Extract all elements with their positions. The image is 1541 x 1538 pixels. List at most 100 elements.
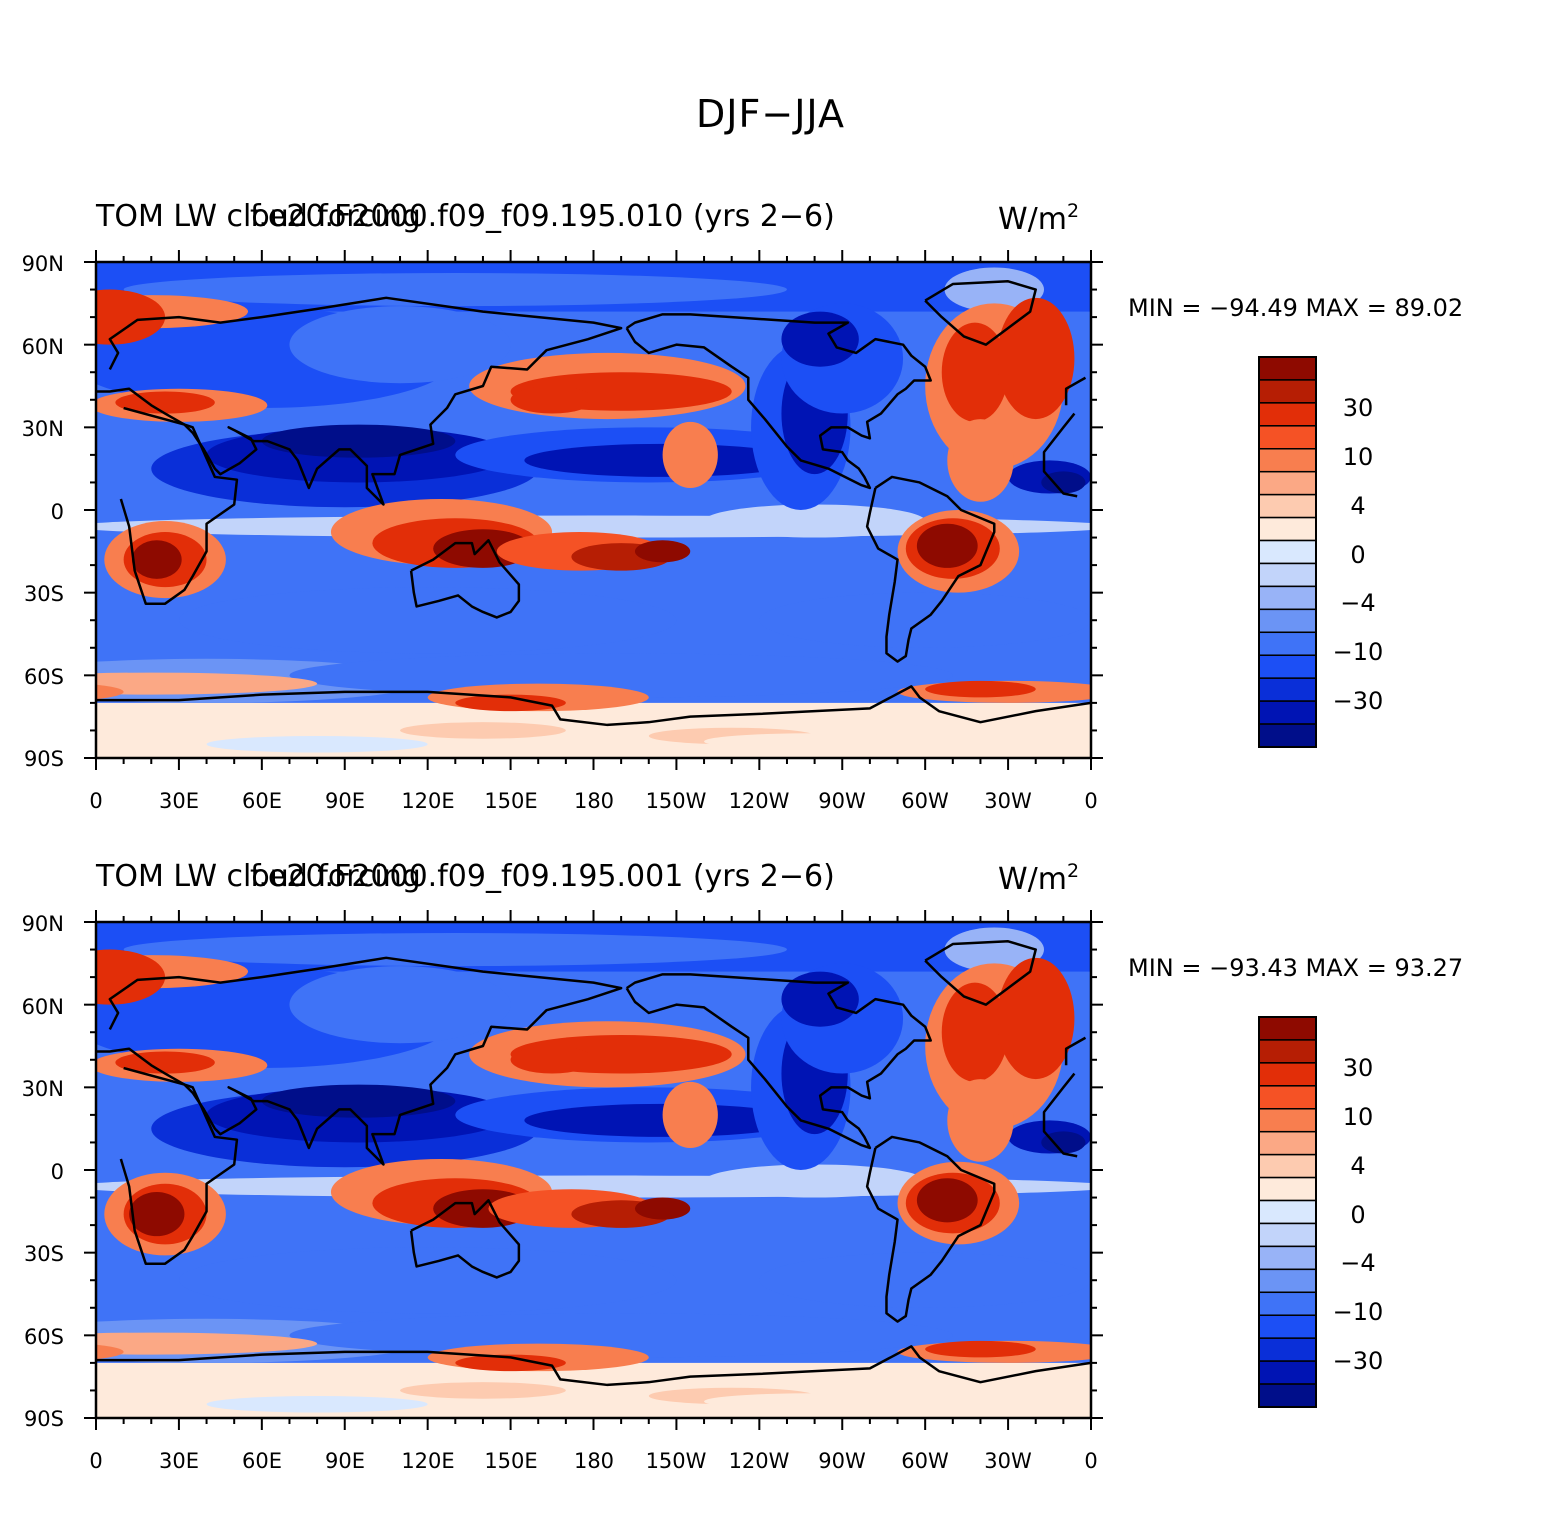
lat-tick-label: 90N <box>21 252 64 276</box>
contour-region <box>1041 471 1086 494</box>
case-label: f.e20.F2000.f09_f09.195.001 (yrs 2−6) <box>250 859 835 894</box>
contour-region <box>206 1395 428 1413</box>
lat-tick-label: 60N <box>21 335 64 359</box>
lon-tick-label: 120E <box>401 789 455 813</box>
colorbar-label: 10 <box>1342 443 1374 471</box>
contour-region <box>941 982 1009 1082</box>
colorbar-swatch <box>1258 1039 1317 1064</box>
lon-tick-label: 60W <box>901 1449 949 1473</box>
australia-coastline <box>409 1199 521 1279</box>
contour-region <box>455 1354 566 1372</box>
greenland-coastline <box>924 280 1037 346</box>
lon-tick-label: 120W <box>728 1449 790 1473</box>
units-label: W/m2 <box>998 200 1080 237</box>
colorbar-swatch <box>1258 425 1317 450</box>
contour-region <box>944 267 1045 312</box>
lon-tick-label: 60W <box>901 789 949 813</box>
lon-tick-label: 60E <box>242 1449 282 1473</box>
lat-tick-label: 60N <box>21 995 64 1019</box>
variable-label: TOM LW cloud forcing <box>96 199 421 234</box>
lon-tick-label: 0 <box>89 1449 103 1473</box>
lon-tick-label: 150W <box>645 1449 707 1473</box>
eurasia-coastline <box>1064 1036 1087 1066</box>
contour-region <box>96 289 166 345</box>
contour-region <box>206 735 428 753</box>
contour-region <box>123 933 787 967</box>
colorbar <box>1258 1016 1317 1408</box>
colorbar-label: 10 <box>1342 1103 1374 1131</box>
contour-region <box>997 297 1075 420</box>
lat-tick-label: 90N <box>21 912 64 936</box>
colorbar-swatch <box>1258 402 1317 427</box>
lon-tick-label: 150E <box>484 1449 538 1473</box>
lat-tick-label: 60S <box>23 1325 64 1349</box>
colorbar-swatch <box>1258 1383 1317 1408</box>
colorbar <box>1258 356 1317 748</box>
lon-tick-label: 30E <box>159 1449 199 1473</box>
antarctica-coastline <box>96 685 1091 727</box>
antarctica-coastline <box>96 1345 1091 1387</box>
namerica-coastline <box>625 973 932 1150</box>
colorbar-swatch <box>1258 585 1317 611</box>
contour-region <box>916 1178 978 1223</box>
colorbar-frame <box>1258 1016 1317 1408</box>
colorbar-swatch <box>1258 379 1317 404</box>
contour-region <box>261 1084 456 1118</box>
colorbar-swatch <box>1258 1314 1317 1339</box>
min-max-label: MIN = −94.49 MAX = 89.02 <box>1128 294 1464 322</box>
min-max-label: MIN = −93.43 MAX = 93.27 <box>1128 954 1464 982</box>
page-title: DJF−JJA <box>696 92 845 136</box>
contour-region <box>704 1393 926 1410</box>
contour-region <box>781 311 859 367</box>
contour-region <box>178 587 677 654</box>
colorbar-swatch <box>1258 1337 1317 1362</box>
field-layer <box>96 262 1091 758</box>
contour-region <box>944 927 1045 972</box>
contour-region <box>96 949 166 1005</box>
colorbar-swatch <box>1258 1016 1317 1041</box>
eurasia-coastline <box>96 296 623 506</box>
lat-tick-label: 30S <box>23 582 64 606</box>
colorbar-swatch <box>1258 539 1317 565</box>
lat-tick-label: 0 <box>50 500 64 524</box>
contour-region <box>96 672 318 695</box>
case-label: f.e20.F2000.f09_f09.195.010 (yrs 2−6) <box>250 199 835 234</box>
colorbar-swatch <box>1258 1268 1317 1294</box>
contour-region <box>96 1344 124 1360</box>
lat-tick-label: 90S <box>23 1407 64 1431</box>
contour-region <box>941 322 1009 422</box>
lon-tick-label: 150E <box>484 789 538 813</box>
contour-region <box>662 1081 718 1148</box>
colorbar-swatch <box>1258 631 1317 656</box>
colorbar-label: 4 <box>1350 1152 1366 1180</box>
contour-region <box>925 1340 1036 1358</box>
lon-tick-label: 90W <box>818 1449 866 1473</box>
contour-region <box>510 386 594 414</box>
contour-region <box>997 957 1075 1080</box>
lon-tick-label: 90E <box>325 789 365 813</box>
colorbar-label: 30 <box>1342 1054 1374 1082</box>
contour-region <box>781 971 859 1027</box>
lon-tick-label: 30W <box>984 1449 1032 1473</box>
greenland-coastline <box>924 940 1037 1006</box>
colorbar-swatch <box>1258 1108 1317 1133</box>
lon-tick-label: 0 <box>1084 789 1098 813</box>
lat-tick-label: 90S <box>23 747 64 771</box>
contour-map <box>84 910 1317 1430</box>
lat-tick-label: 30S <box>23 1242 64 1266</box>
colorbar-swatch <box>1258 654 1317 679</box>
australia-coastline <box>409 539 521 619</box>
colorbar-swatch <box>1258 1199 1317 1225</box>
contour-region <box>400 1382 566 1399</box>
lat-tick-label: 60S <box>23 665 64 689</box>
colorbar-swatch <box>1258 1291 1317 1316</box>
lon-tick-label: 90E <box>325 1449 365 1473</box>
lon-tick-label: 150W <box>645 789 707 813</box>
contour-region <box>131 540 182 579</box>
contour-region <box>524 1103 801 1137</box>
lon-tick-label: 180 <box>573 1449 615 1473</box>
colorbar-label: −30 <box>1332 1347 1384 1375</box>
colorbar-label: −30 <box>1332 687 1384 715</box>
contour-region <box>96 1388 179 1410</box>
lat-tick-label: 0 <box>50 1160 64 1184</box>
